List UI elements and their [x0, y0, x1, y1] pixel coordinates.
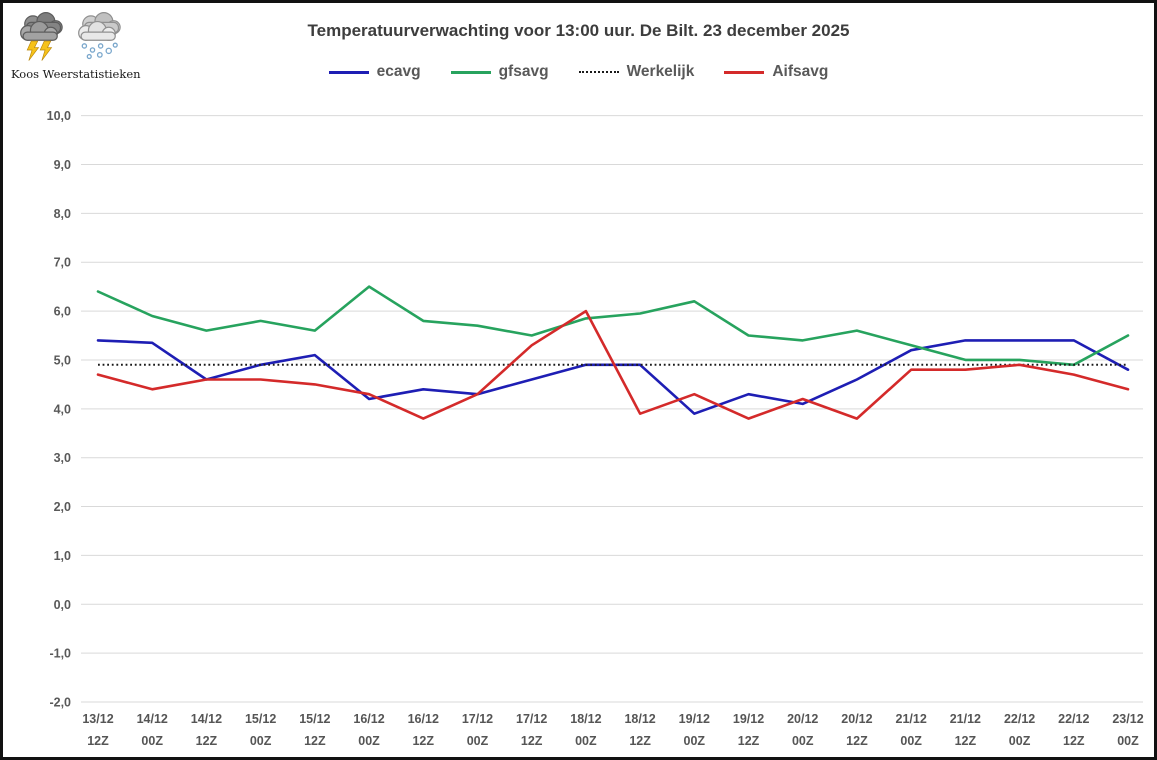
y-tick-label: -2,0 [49, 696, 71, 710]
legend-swatch-werkelijk [578, 71, 619, 73]
snow-cloud-icon [78, 12, 121, 60]
legend-label-ecavg: ecavg [376, 63, 421, 80]
plot-area: 10,0 9,0 8,0 7,0 6,0 5,0 4,0 3,0 2,0 1,0 0,0 -1,0 -2… [47, 109, 1144, 748]
legend-label-gfsavg: gfsavg [498, 63, 549, 80]
logo-icons [11, 11, 141, 63]
x-tick-label: 16/12 00Z [353, 712, 384, 748]
storm-cloud-icon [20, 12, 63, 61]
x-tick-label: 20/12 12Z [841, 712, 872, 748]
logo-text: Koos Weerstatistieken [11, 67, 141, 81]
x-tick-label: 18/12 00Z [570, 712, 601, 748]
y-tick-label: 8,0 [54, 207, 71, 221]
y-tick-label: 2,0 [54, 500, 71, 514]
x-tick-label: 15/12 12Z [299, 712, 330, 748]
x-tick-label: 19/12 12Z [733, 712, 764, 748]
y-tick-label: 3,0 [54, 451, 71, 465]
y-tick-label: 5,0 [54, 353, 71, 367]
y-tick-label: 1,0 [54, 549, 71, 563]
x-tick-label: 13/12 12Z [82, 712, 113, 748]
chart-title: Temperatuurverwachting voor 13:00 uur. D… [307, 21, 850, 40]
x-axis-labels: 13/12 12Z 14/12 00Z 14/12 12Z 15/12 00Z 15/12 12Z… [82, 712, 1143, 748]
gridlines [81, 115, 1143, 703]
y-tick-label: -1,0 [49, 647, 71, 661]
x-tick-label: 23/12 00Z [1112, 712, 1143, 748]
legend-item-aifsavg: Aifsavg [724, 63, 828, 81]
legend-item-gfsavg: gfsavg [450, 63, 549, 81]
y-tick-label: 7,0 [54, 256, 71, 270]
legend-label-werkelijk: Werkelijk [626, 63, 695, 80]
x-tick-label: 21/12 00Z [896, 712, 927, 748]
y-tick-label: 0,0 [54, 598, 71, 612]
legend-item-ecavg: ecavg [328, 63, 421, 81]
x-tick-label: 14/12 12Z [191, 712, 222, 748]
x-tick-label: 16/12 12Z [408, 712, 439, 748]
series-lines [96, 285, 1130, 420]
x-tick-label: 19/12 00Z [679, 712, 710, 748]
x-tick-label: 21/12 12Z [950, 712, 981, 748]
y-axis-labels: 10,0 9,0 8,0 7,0 6,0 5,0 4,0 3,0 2,0 1,0 0,0 -1,0 -2… [47, 109, 71, 709]
y-tick-label: 9,0 [54, 158, 71, 172]
legend: ecavg gfsavg Werkelijk Aifsavg [3, 63, 1154, 81]
y-tick-label: 4,0 [54, 402, 71, 416]
x-tick-label: 22/12 12Z [1058, 712, 1089, 748]
x-tick-label: 20/12 00Z [787, 712, 818, 748]
legend-swatch-gfsavg [450, 70, 491, 74]
x-tick-label: 22/12 00Z [1004, 712, 1035, 748]
series-line-aifsavg [96, 309, 1130, 420]
x-tick-label: 18/12 12Z [624, 712, 655, 748]
legend-swatch-aifsavg [724, 70, 765, 74]
series-line-ecavg [96, 339, 1130, 416]
logo: Koos Weerstatistieken [11, 11, 141, 81]
legend-label-aifsavg: Aifsavg [772, 63, 829, 80]
series-line-gfsavg [96, 285, 1130, 367]
y-tick-label: 10,0 [47, 109, 71, 123]
x-tick-label: 17/12 12Z [516, 712, 547, 748]
y-tick-label: 6,0 [54, 305, 71, 319]
legend-item-werkelijk: Werkelijk [578, 63, 695, 81]
legend-swatch-ecavg [328, 70, 369, 74]
x-tick-label: 15/12 00Z [245, 712, 276, 748]
x-tick-label: 14/12 00Z [137, 712, 168, 748]
x-tick-label: 17/12 00Z [462, 712, 493, 748]
